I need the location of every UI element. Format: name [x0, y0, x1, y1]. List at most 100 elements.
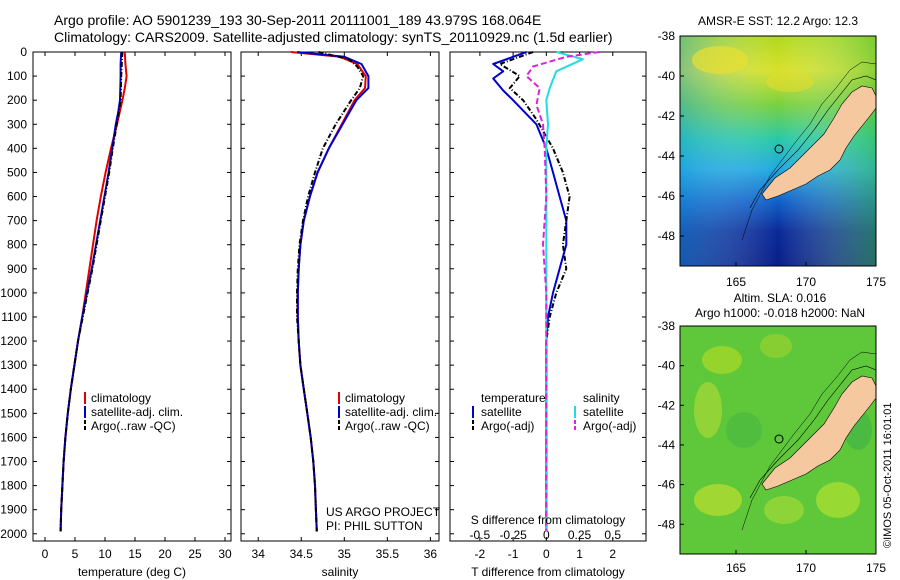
depth-tick-label: 1500 [0, 406, 27, 420]
depth-tick-label: 700 [7, 214, 27, 228]
top-tick-label: 0 [543, 528, 550, 542]
depth-tick-label: 1000 [0, 286, 27, 300]
legend-label-argo: Argo(..raw -QC) [91, 419, 176, 433]
map-x-tick-label: 165 [726, 561, 746, 575]
series-line-argo [498, 51, 571, 532]
x-tick-label: 36 [424, 547, 438, 561]
series-line-sal_argo [525, 51, 600, 532]
x-tick-label: 10 [98, 547, 112, 561]
top-tick-label: -0.5 [470, 528, 491, 542]
sst-land [761, 85, 876, 201]
sla-anomaly-patch [726, 412, 762, 448]
sst-warm-patch [766, 72, 814, 92]
map-x-tick-label: 170 [796, 561, 816, 575]
credit-line1: US ARGO PROJECT [326, 505, 441, 519]
temperature-panel-frame [32, 51, 232, 542]
salinity-axis-label: salinity [322, 565, 359, 579]
map-x-tick-label: 175 [866, 561, 886, 575]
x-tick-label: 15 [128, 547, 142, 561]
x-tick-label: 0 [42, 547, 49, 561]
x-tick-label: 35 [338, 547, 352, 561]
argo-position-marker [774, 434, 784, 444]
sst-bathymetry-contour [749, 75, 876, 209]
map-y-tick-label: -40 [658, 359, 676, 373]
top-tick-label: 0.25 [568, 528, 592, 542]
depth-tick-label: 1200 [0, 334, 27, 348]
map-y-tick-label: -38 [658, 29, 676, 43]
legend-label-satellite: satellite-adj. clim. [345, 405, 437, 419]
sla-map-title-line2: Argo h1000: -0.018 h2000: NaN [695, 306, 865, 320]
difference-top-axis-label: S difference from climatology [471, 513, 626, 527]
depth-tick-label: 1400 [0, 382, 27, 396]
depth-tick-label: 500 [7, 165, 27, 179]
x-tick-label: -2 [475, 547, 486, 561]
x-tick-label: 34.5 [290, 547, 314, 561]
depth-tick-label: 0 [20, 45, 27, 59]
top-tick-label: 0.5 [604, 528, 621, 542]
legend-header-salinity: salinity [583, 391, 620, 405]
map-y-tick-label: -44 [658, 149, 676, 163]
sla-anomaly-patch [694, 484, 742, 516]
sst-bathymetry-contour [741, 61, 876, 241]
sla-map-title-line1: Altim. SLA: 0.016 [734, 291, 827, 305]
sst-map-frame [679, 35, 877, 267]
map-x-tick-label: 165 [726, 275, 746, 289]
sla-map [680, 326, 876, 554]
x-tick-label: 30 [218, 547, 232, 561]
sla-anomaly-patch [694, 382, 722, 438]
depth-tick-label: 1300 [0, 358, 27, 372]
sla-bathymetry-contour [749, 365, 876, 499]
depth-tick-label: 600 [7, 190, 27, 204]
sla-anomaly-patch [816, 482, 860, 518]
sla-bathymetry-contour [741, 351, 876, 531]
legend-label-satellite: satellite-adj. clim. [91, 405, 183, 419]
sst-map-title: AMSR-E SST: 12.2 Argo: 12.3 [698, 14, 858, 28]
map-y-tick-label: -48 [658, 229, 676, 243]
temperature-panel: 0 5 10 15 20 25 30 [33, 51, 232, 561]
map-y-tick-label: -40 [658, 69, 676, 83]
series-line-argo [296, 51, 365, 532]
map-x-tick-label: 175 [866, 275, 886, 289]
depth-tick-label: 2000 [0, 527, 27, 541]
depth-tick-label: 1900 [0, 503, 27, 517]
depth-tick-label: 900 [7, 262, 27, 276]
series-line-satellite [492, 51, 568, 532]
series-line-satellite [59, 51, 123, 532]
depth-tick-label: 400 [7, 141, 27, 155]
difference-bottom-axis-label: T difference from climatology [471, 565, 625, 579]
depth-tick-label: 1800 [0, 479, 27, 493]
depth-tick-label: 1600 [0, 430, 27, 444]
salinity-legend: climatology satellite-adj. clim. Argo(..… [338, 391, 437, 433]
x-tick-label: 35.5 [376, 547, 400, 561]
legend-label-argo: Argo(..raw -QC) [345, 419, 430, 433]
x-tick-label: 1 [576, 547, 583, 561]
legend-label-climatology: climatology [345, 391, 405, 405]
salinity-panel-frame [240, 51, 440, 542]
salinity-panel: 34 34.5 35 35.5 36 [241, 51, 439, 561]
figure-title-line1: Argo profile: AO 5901239_193 30-Sep-2011… [54, 12, 541, 28]
map-y-tick-label: -46 [658, 478, 676, 492]
imos-stamp: ©IMOS 05-Oct-2011 16:01:01 [882, 403, 894, 548]
sla-anomaly-patch [760, 334, 792, 358]
x-tick-label: -1 [508, 547, 519, 561]
map-y-tick-label: -42 [658, 109, 676, 123]
temperature-axis-label: temperature (deg C) [78, 565, 186, 579]
argo-position-marker [774, 144, 784, 154]
depth-tick-label: 100 [7, 69, 27, 83]
map-y-tick-label: -48 [658, 517, 676, 531]
series-line-argo [59, 51, 124, 532]
depth-tick-label: 300 [7, 117, 27, 131]
x-tick-label: 34 [252, 547, 266, 561]
figure-title-line2: Climatology: CARS2009. Satellite-adjuste… [54, 29, 612, 45]
sla-map-frame [679, 325, 877, 555]
depth-tick-label: 1700 [0, 455, 27, 469]
sla-anomaly-patch [764, 496, 804, 524]
sla-anomaly-patch [702, 346, 742, 374]
depth-tick-label: 200 [7, 93, 27, 107]
map-x-tick-label: 170 [796, 275, 816, 289]
legend-label-climatology: climatology [91, 391, 151, 405]
temperature-legend: climatology satellite-adj. clim. Argo(..… [84, 391, 183, 433]
map-y-tick-label: -44 [658, 438, 676, 452]
x-tick-label: 0 [543, 547, 550, 561]
